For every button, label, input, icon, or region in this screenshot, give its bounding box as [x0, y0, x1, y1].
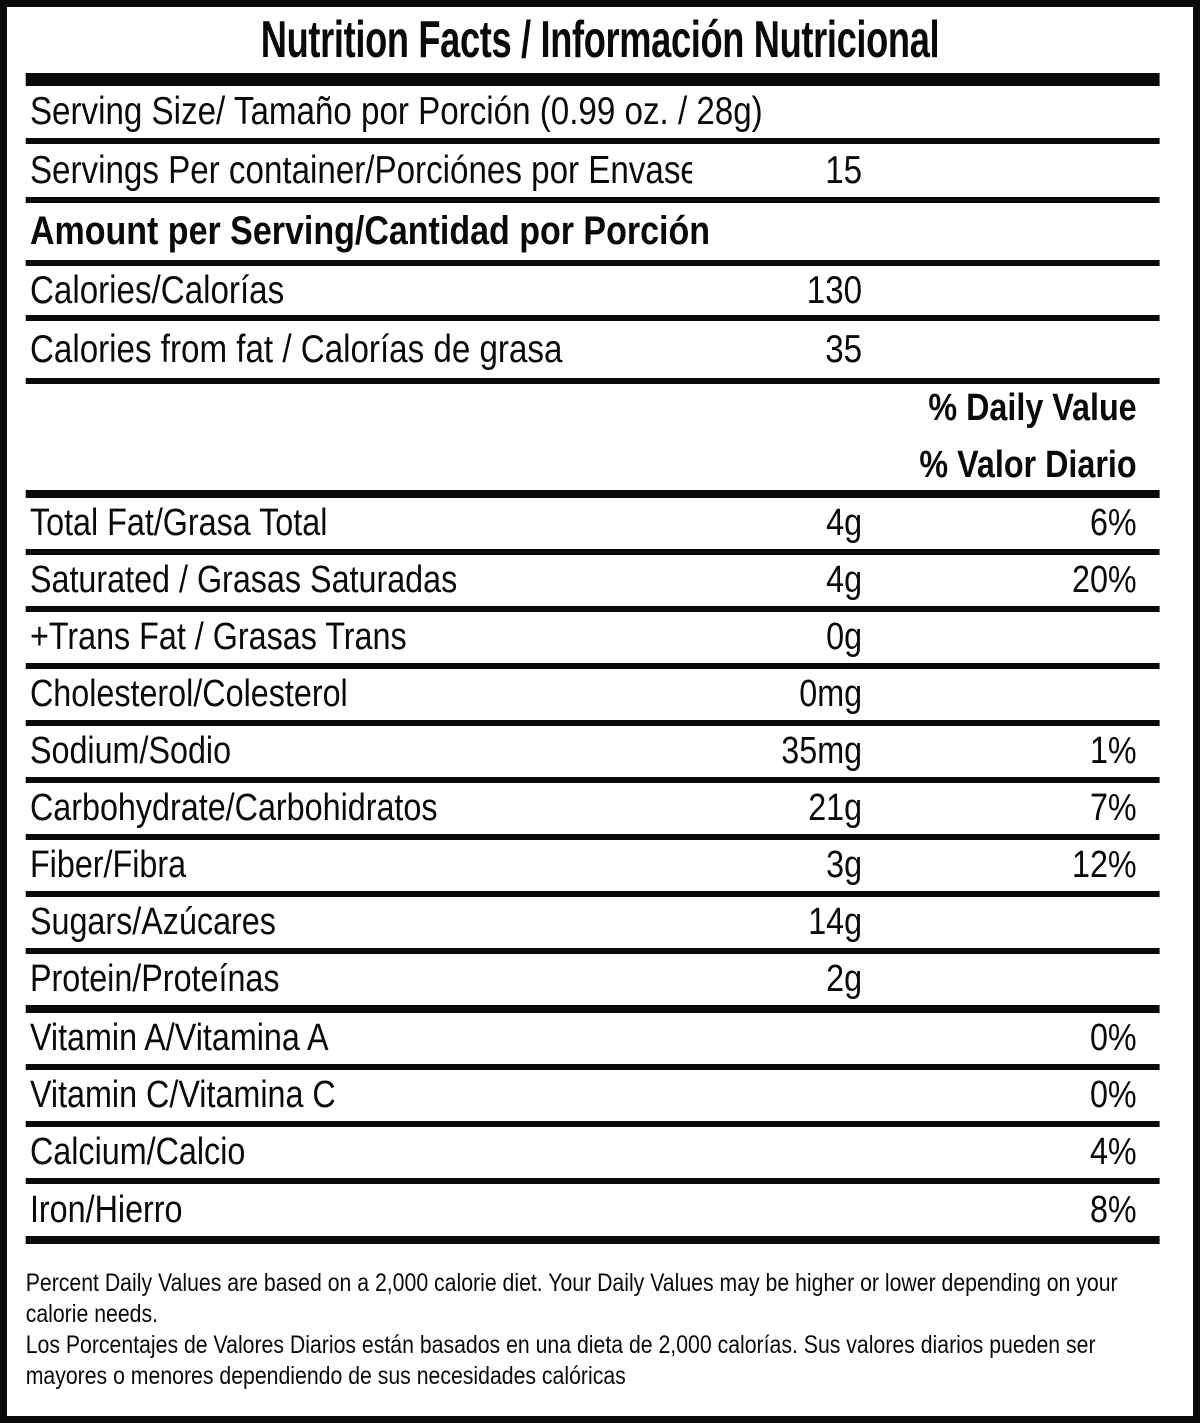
nutrient-label: Vitamin A/Vitamina A — [29, 1017, 329, 1059]
footnote-en: Percent Daily Values are based on a 2,00… — [25, 1269, 1118, 1328]
nutrient-label: Sugars/Azúcares — [29, 901, 276, 943]
nutrient-amount: 2g — [826, 958, 863, 1000]
nutrient-row: +Trans Fat / Grasas Trans 0g — [25, 612, 1160, 669]
daily-value-header-es: % Valor Diario — [919, 444, 1137, 486]
footnote-es: Los Porcentajes de Valores Diarios están… — [25, 1331, 1096, 1390]
label-title: Nutrition Facts / Información Nutriciona… — [260, 11, 940, 69]
label-title-row: Nutrition Facts / Información Nutriciona… — [7, 7, 1193, 73]
nutrient-amount: 3g — [826, 844, 863, 886]
amount-per-serving-heading: Amount per Serving/Cantidad por Porción — [29, 209, 711, 253]
calories-label: Calories/Calorías — [29, 268, 285, 312]
serving-size-label: Serving Size/ Tamaño por Porción (0.99 o… — [29, 90, 763, 133]
nutrient-row: Fiber/Fibra 3g 12% — [25, 840, 1160, 897]
nutrient-row: Carbohydrate/Carbohidratos 21g 7% — [25, 783, 1160, 840]
nutrient-row: Saturated / Grasas Saturadas 4g 20% — [25, 555, 1160, 612]
amount-per-serving-row: Amount per Serving/Cantidad por Porción — [25, 203, 1160, 266]
calories-from-fat-row: Calories from fat / Calorías de grasa 35 — [25, 321, 1160, 384]
nutrient-amount: 0mg — [799, 673, 863, 715]
nutrient-daily-value: 8% — [1089, 1188, 1137, 1231]
nutrient-amount: 4g — [826, 559, 863, 601]
nutrient-label: Iron/Hierro — [29, 1188, 183, 1231]
nutrient-row: Vitamin C/Vitamina C 0% — [25, 1070, 1160, 1127]
nutrient-row: Cholesterol/Colesterol 0mg — [25, 669, 1160, 726]
nutrient-label: Saturated / Grasas Saturadas — [29, 559, 458, 601]
servings-per-container-label: Servings Per container/Porciónes por Env… — [29, 148, 693, 192]
title-divider-bar — [25, 73, 1160, 86]
nutrient-daily-value: 12% — [1071, 844, 1137, 886]
nutrient-amount: 14g — [808, 901, 863, 943]
calories-row: Calories/Calorías 130 — [25, 266, 1160, 321]
nutrient-label: Protein/Proteínas — [29, 958, 280, 1000]
nutrient-row: Protein/Proteínas 2g — [25, 954, 1160, 1013]
servings-per-container-value: 15 — [825, 148, 863, 192]
nutrient-row: Sodium/Sodio 35mg 1% — [25, 726, 1160, 783]
nutrient-row: Iron/Hierro 8% — [25, 1184, 1160, 1244]
nutrient-label: Cholesterol/Colesterol — [29, 673, 348, 715]
nutrient-daily-value: 20% — [1071, 559, 1137, 601]
nutrient-amount: 4g — [826, 502, 863, 544]
nutrient-label: Fiber/Fibra — [29, 844, 187, 886]
nutrient-row: Calcium/Calcio 4% — [25, 1127, 1160, 1184]
nutrient-amount: 21g — [808, 787, 863, 829]
nutrient-daily-value: 0% — [1089, 1074, 1137, 1116]
servings-per-container-row: Servings Per container/Porciónes por Env… — [25, 144, 1160, 203]
nutrient-amount: 0g — [826, 616, 863, 658]
daily-value-header-block: % Daily Value % Valor Diario — [25, 384, 1160, 498]
nutrient-daily-value: 1% — [1089, 730, 1137, 772]
nutrient-rows-container: Total Fat/Grasa Total 4g 6% Saturated / … — [7, 498, 1193, 1244]
serving-size-row: Serving Size/ Tamaño por Porción (0.99 o… — [25, 86, 1160, 144]
calories-value: 130 — [806, 268, 863, 312]
nutrient-label: Carbohydrate/Carbohidratos — [29, 787, 438, 829]
calories-from-fat-value: 35 — [825, 327, 863, 371]
nutrient-row: Total Fat/Grasa Total 4g 6% — [25, 498, 1160, 555]
footnote-block: Percent Daily Values are based on a 2,00… — [26, 1244, 1169, 1392]
nutrient-label: +Trans Fat / Grasas Trans — [29, 616, 407, 658]
nutrient-label: Vitamin C/Vitamina C — [29, 1074, 336, 1116]
nutrient-label: Calcium/Calcio — [29, 1131, 246, 1173]
nutrient-daily-value: 0% — [1089, 1017, 1137, 1059]
nutrient-row: Vitamin A/Vitamina A 0% — [25, 1013, 1160, 1070]
daily-value-header-en: % Daily Value — [928, 387, 1137, 429]
nutrient-daily-value: 6% — [1089, 502, 1137, 544]
nutrient-row: Sugars/Azúcares 14g — [25, 897, 1160, 954]
nutrient-label: Sodium/Sodio — [29, 730, 232, 772]
calories-from-fat-label: Calories from fat / Calorías de grasa — [29, 327, 563, 371]
nutrient-label: Total Fat/Grasa Total — [29, 502, 328, 544]
nutrient-daily-value: 7% — [1089, 787, 1137, 829]
nutrient-amount: 35mg — [781, 730, 863, 772]
nutrient-daily-value: 4% — [1089, 1131, 1137, 1173]
